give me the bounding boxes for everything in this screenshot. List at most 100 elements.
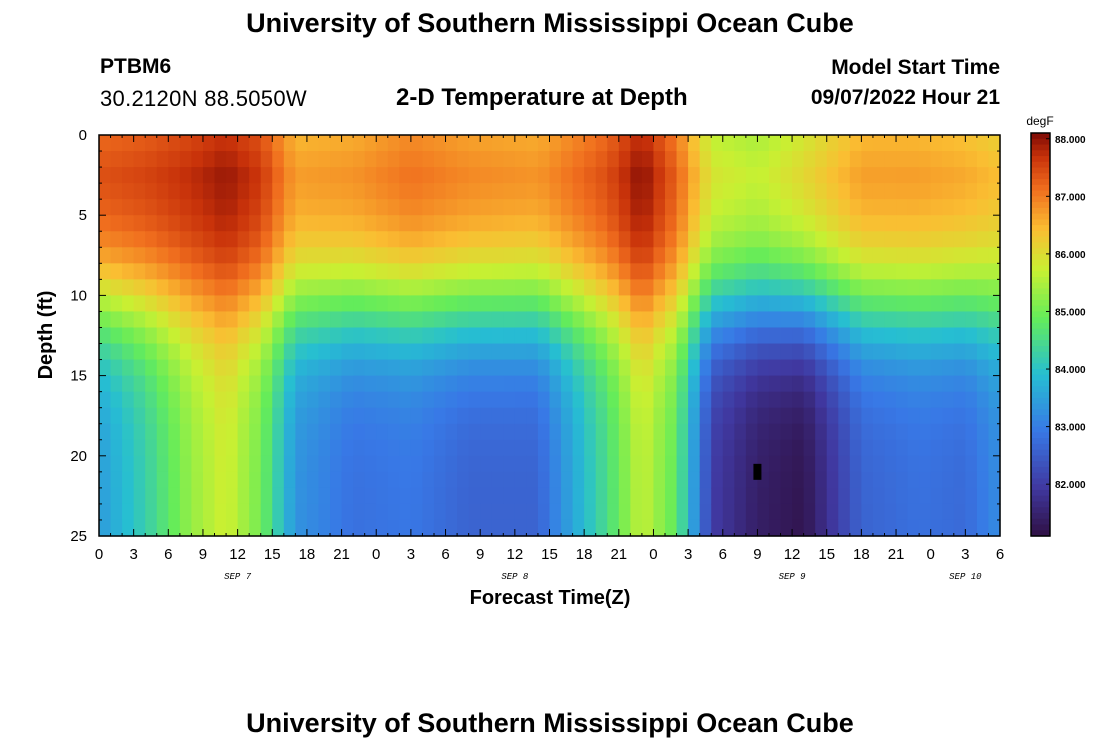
heatmap-cell [618,215,631,232]
heatmap-cell [468,295,481,313]
heatmap-cell [468,455,481,473]
heatmap-cell [145,423,158,441]
heatmap-cell [249,391,262,409]
heatmap-cell [387,135,400,152]
heatmap-cell [480,231,493,248]
heatmap-cell [757,215,770,232]
heatmap-cell [283,231,296,248]
heatmap-cell [480,295,493,313]
heatmap-cell [815,183,828,200]
heatmap-cell [214,183,227,200]
heatmap-cell [503,151,516,168]
heatmap-cell [745,295,759,313]
heatmap-cell [722,455,735,473]
heatmap-cell [330,151,343,168]
heatmap-cell [376,135,389,152]
heatmap-cell [202,359,216,377]
heatmap-cell [734,135,747,152]
heatmap-cell [630,439,643,457]
heatmap-cell [480,391,493,409]
heatmap-cell [226,167,239,184]
heatmap-cell [641,215,655,232]
heatmap-cell [768,231,782,248]
heatmap-cell [480,487,493,505]
heatmap-cell [768,247,782,264]
heatmap-cell [491,407,504,425]
heatmap-cell [353,487,366,505]
heatmap-cell [549,471,562,489]
heatmap-cell [364,439,377,457]
heatmap-cell [815,199,828,216]
heatmap-cell [549,167,562,184]
heatmap-cell [815,231,828,248]
heatmap-cell [618,391,631,409]
heatmap-cell [283,455,296,473]
heatmap-cell [191,471,204,489]
heatmap-cell [976,167,990,184]
heatmap-cell [768,183,782,200]
heatmap-cell [145,439,158,457]
heatmap-cell [514,183,527,200]
heatmap-cell [156,519,169,537]
heatmap-cell [745,519,759,537]
heatmap-cell [688,519,701,537]
heatmap-cell [376,423,389,441]
heatmap-cell [364,375,377,393]
heatmap-cell [514,487,527,505]
heatmap-cell [884,327,897,345]
station-id: PTBM6 [100,55,172,78]
heatmap-cell [942,311,955,329]
heatmap-cell [526,471,539,489]
heatmap-cell [699,183,712,200]
heatmap-cell [561,471,574,489]
colorbar-band [1031,507,1050,514]
heatmap-cell [214,151,227,168]
heatmap-cell [953,295,966,313]
heatmap-cell [792,391,805,409]
heatmap-cell [122,359,135,377]
heatmap-cell [306,471,320,489]
heatmap-cell [399,327,412,345]
heatmap-cell [353,279,366,296]
heatmap-cell [768,503,782,521]
heatmap-cell [965,135,978,152]
heatmap-cell [572,167,585,184]
heatmap-cell [191,359,204,377]
heatmap-cell [641,295,655,313]
heatmap-cell [699,263,712,280]
x-date-label: SEP 10 [949,572,982,582]
heatmap-cell [618,295,631,313]
heatmap-cell [699,327,712,345]
heatmap-cell [584,167,597,184]
heatmap-cell [907,135,920,152]
heatmap-cell [410,423,424,441]
heatmap-cell [249,359,262,377]
heatmap-cell [191,167,204,184]
heatmap-cell [653,343,666,361]
heatmap-cell [537,279,551,296]
heatmap-cell [191,487,204,505]
heatmap-cell [722,343,735,361]
heatmap-cell [306,439,320,457]
heatmap-cell [202,135,216,152]
heatmap-cell [237,295,250,313]
heatmap-cell [942,439,955,457]
heatmap-cell [133,279,146,296]
heatmap-cell [907,359,920,377]
heatmap-cell [896,503,909,521]
heatmap-cell [780,151,793,168]
heatmap-cell [965,263,978,280]
heatmap-cell [688,135,701,152]
heatmap-cell [665,183,678,200]
heatmap-cell [699,295,712,313]
heatmap-cell [849,391,862,409]
heatmap-cell [607,487,620,505]
heatmap-cell [237,263,250,280]
heatmap-cell [133,295,146,313]
heatmap-cell [896,231,909,248]
heatmap-cell [214,439,227,457]
heatmap-cell [226,423,239,441]
heatmap-cell [341,295,354,313]
heatmap-cell [214,359,227,377]
heatmap-cell [168,295,181,313]
